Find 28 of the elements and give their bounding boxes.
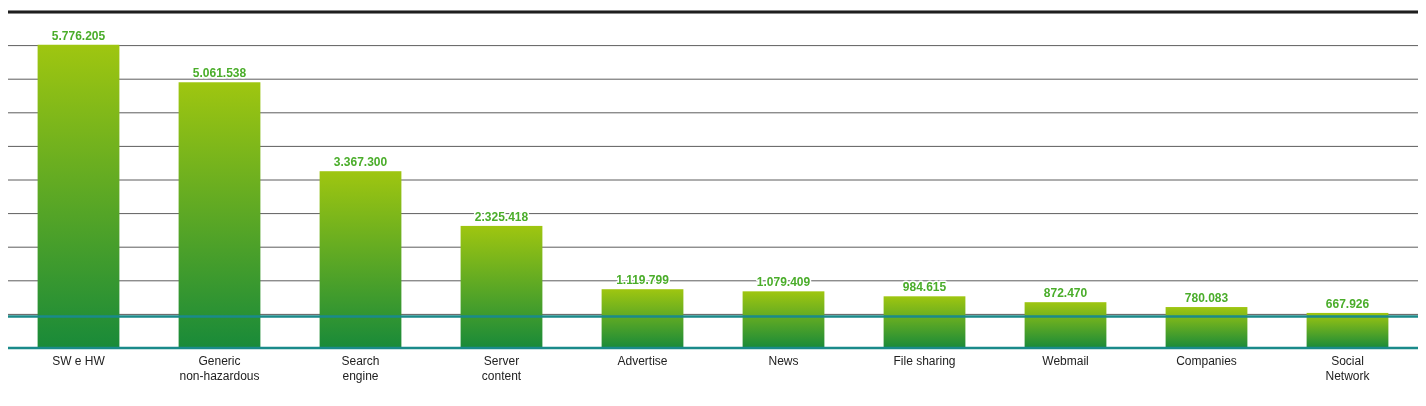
data-label: 667.926 bbox=[1325, 296, 1370, 311]
bar bbox=[319, 171, 402, 348]
bar bbox=[601, 289, 684, 348]
x-tick-label: Generic non-hazardous bbox=[179, 354, 260, 383]
bar bbox=[742, 291, 825, 348]
x-tick-label: Server content bbox=[481, 354, 522, 383]
bar bbox=[883, 296, 966, 348]
bar bbox=[1024, 302, 1107, 348]
data-label: 3.367.300 bbox=[333, 155, 388, 170]
x-tick-label: News bbox=[768, 354, 799, 368]
x-tick-label: SW e HW bbox=[52, 354, 106, 368]
bar bbox=[178, 82, 261, 348]
data-label: 5.061.538 bbox=[192, 66, 247, 81]
x-tick-label: Advertise bbox=[617, 354, 668, 368]
data-label: 1.119.799 bbox=[616, 273, 670, 288]
x-tick-label: Search engine bbox=[341, 354, 380, 383]
data-label: 984.615 bbox=[902, 280, 947, 295]
data-label: 2.325.418 bbox=[474, 209, 529, 224]
data-label: 780.083 bbox=[1184, 291, 1229, 306]
x-tick-label: Webmail bbox=[1042, 354, 1089, 368]
data-label: 5.776.205 bbox=[51, 28, 106, 43]
x-tick-label: Social Network bbox=[1325, 354, 1371, 383]
x-tick-label: File sharing bbox=[893, 354, 956, 368]
bar bbox=[460, 225, 543, 348]
data-label: 872.470 bbox=[1043, 286, 1088, 301]
bar bbox=[37, 44, 120, 348]
data-label: 1.079.409 bbox=[756, 275, 811, 290]
x-tick-label: Companies bbox=[1176, 354, 1237, 368]
